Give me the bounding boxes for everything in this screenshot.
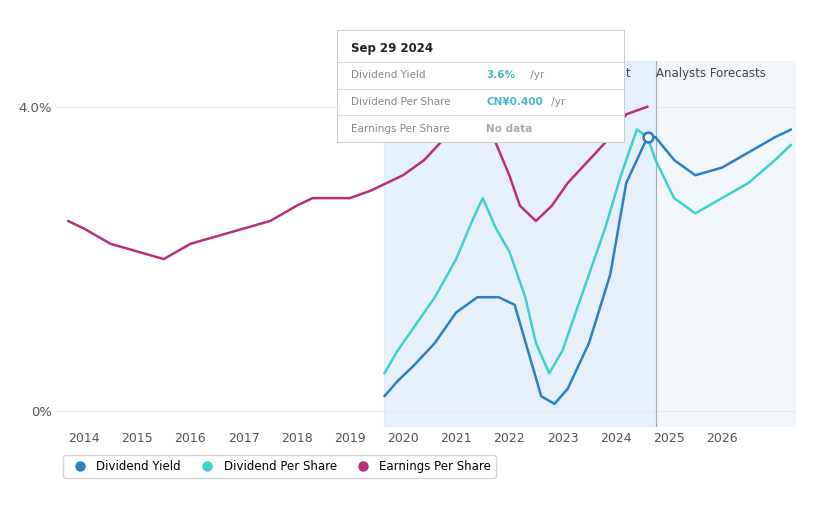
Text: Earnings Per Share: Earnings Per Share — [351, 124, 450, 134]
Text: Past: Past — [607, 67, 631, 80]
Text: Dividend Yield: Dividend Yield — [351, 70, 425, 80]
Legend: Dividend Yield, Dividend Per Share, Earnings Per Share: Dividend Yield, Dividend Per Share, Earn… — [63, 455, 496, 478]
Text: 3.6%: 3.6% — [486, 70, 515, 80]
Text: Dividend Per Share: Dividend Per Share — [351, 97, 451, 107]
Text: Sep 29 2024: Sep 29 2024 — [351, 42, 433, 55]
Text: /yr: /yr — [548, 97, 565, 107]
Text: /yr: /yr — [527, 70, 544, 80]
Bar — [655, 61, 796, 427]
Text: Analysts Forecasts: Analysts Forecasts — [656, 67, 766, 80]
Text: No data: No data — [486, 124, 532, 134]
Bar — [384, 61, 655, 427]
Text: CN¥0.400: CN¥0.400 — [486, 97, 543, 107]
